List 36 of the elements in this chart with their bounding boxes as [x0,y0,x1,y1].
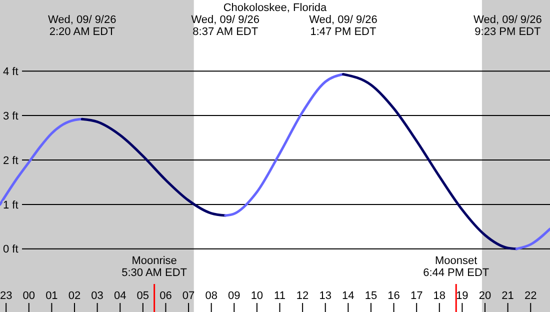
y-tick-label: 2 ft [3,154,18,167]
x-tick-label: 00 [22,290,36,302]
x-tick-label: 02 [68,290,81,302]
y-tick-label: 4 ft [3,66,18,78]
x-tick-label: 14 [342,290,354,302]
x-tick-label: 13 [319,290,332,302]
x-tick-label: 08 [205,290,218,302]
x-tick-label: 05 [136,290,150,302]
x-tick-label: 11 [274,290,286,302]
x-tick-label: 15 [364,290,378,302]
x-tick-label: 17 [410,290,423,302]
annotation: Wed, 09/ 9/26 8:37 AM EDT [191,14,260,38]
x-tick-label: 01 [46,290,58,302]
y-tick-label: 3 ft [3,110,18,122]
chart-title: Chokoloskee, Florida [223,2,328,14]
x-tick-label: 09 [228,290,240,302]
y-tick-label: 0 ft [3,244,18,256]
x-tick-label: 16 [388,290,400,302]
x-tick-label: 20 [478,290,492,302]
x-tick-label: 10 [250,290,264,302]
x-tick-label: 06 [160,290,172,302]
x-tick-label: 18 [433,290,446,302]
x-tick-label: 03 [91,290,104,302]
x-tick-label: 22 [524,290,537,302]
ref-line-label: Moonset 6:44 PM EDT [423,255,490,279]
ref-line-label: Moonrise 5:30 AM EDT [122,255,188,279]
x-tick-label: 07 [182,290,195,302]
x-tick-label: 23 [0,290,12,302]
x-tick-label: 21 [502,290,514,302]
y-tick-label: 1 ft [3,199,18,212]
annotation: Wed, 09/ 9/26 1:47 PM EDT [309,14,378,38]
annotation: Wed, 09/ 9/26 2:20 AM EDT [48,14,116,38]
annotation: Wed, 09/ 9/26 9:23 PM EDT [474,14,542,38]
x-tick-label: 12 [296,290,309,302]
x-tick-label: 04 [114,290,126,302]
x-tick-label: 19 [456,290,468,302]
